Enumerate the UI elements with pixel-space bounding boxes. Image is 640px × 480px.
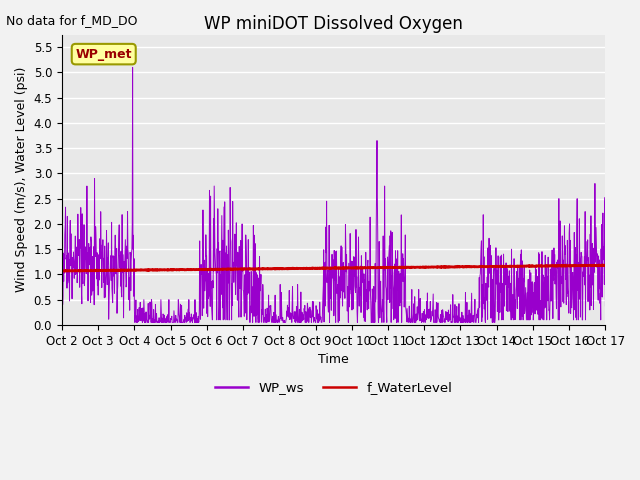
Line: f_WaterLevel: f_WaterLevel: [62, 265, 605, 271]
Text: WP_met: WP_met: [76, 48, 132, 60]
Line: WP_ws: WP_ws: [62, 67, 605, 323]
Legend: WP_ws, f_WaterLevel: WP_ws, f_WaterLevel: [209, 376, 458, 400]
Title: WP miniDOT Dissolved Oxygen: WP miniDOT Dissolved Oxygen: [204, 15, 463, 33]
Text: No data for f_MD_DO: No data for f_MD_DO: [6, 14, 138, 27]
Y-axis label: Wind Speed (m/s), Water Level (psi): Wind Speed (m/s), Water Level (psi): [15, 67, 28, 292]
X-axis label: Time: Time: [318, 353, 349, 366]
